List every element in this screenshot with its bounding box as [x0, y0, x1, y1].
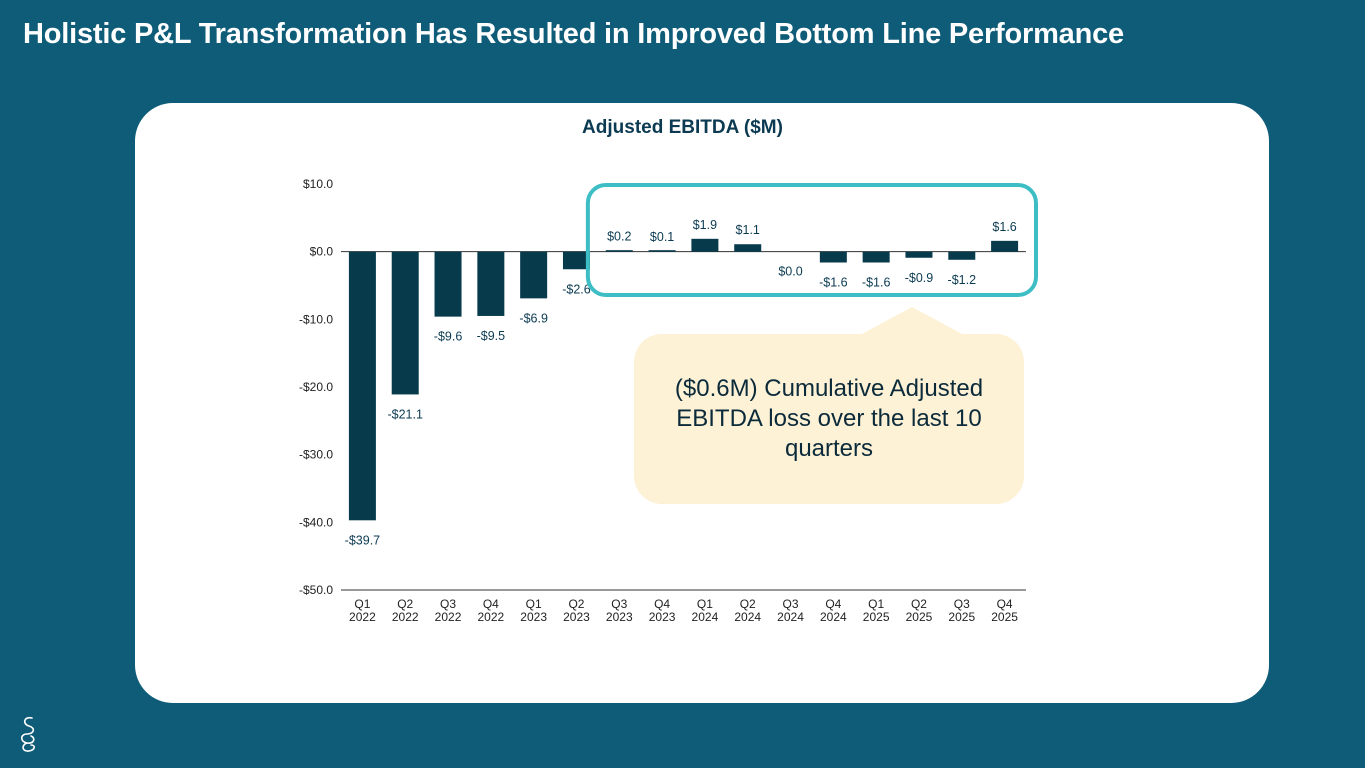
x-tick-quarter: Q2: [911, 597, 927, 611]
x-tick-quarter: Q3: [611, 597, 627, 611]
swirl-logo-icon: [20, 716, 35, 752]
x-tick-quarter: Q2: [568, 597, 584, 611]
callout-box: [634, 334, 1024, 504]
x-tick-year: 2023: [606, 610, 633, 624]
x-tick-year: 2025: [991, 610, 1018, 624]
x-tick-year: 2025: [948, 610, 975, 624]
x-tick-quarter: Q2: [740, 597, 756, 611]
bar: [562, 251, 590, 270]
bar: [520, 251, 548, 299]
x-tick-year: 2023: [649, 610, 676, 624]
data-label: -$0.9: [905, 271, 934, 285]
x-tick-quarter: Q3: [954, 597, 970, 611]
bar: [862, 251, 890, 263]
bar: [648, 250, 676, 252]
data-label: -$9.5: [477, 329, 506, 343]
bar: [691, 238, 719, 252]
data-label: $1.6: [992, 220, 1016, 234]
x-tick-quarter: Q3: [783, 597, 799, 611]
x-tick-year: 2023: [563, 610, 590, 624]
x-tick-quarter: Q4: [654, 597, 670, 611]
data-label: -$1.2: [948, 273, 977, 287]
chart-title: Adjusted EBITDA ($M): [582, 117, 783, 138]
bar-series: [348, 238, 1019, 521]
data-label: -$21.1: [387, 407, 422, 421]
x-tick-quarter: Q1: [354, 597, 370, 611]
y-tick-label: -$30.0: [299, 448, 333, 462]
data-label: -$2.6: [562, 282, 591, 296]
y-tick-label: $0.0: [310, 245, 334, 259]
bar: [819, 251, 847, 263]
x-tick-year: 2023: [520, 610, 547, 624]
x-tick-year: 2024: [692, 610, 719, 624]
x-tick-quarter: Q1: [526, 597, 542, 611]
bar: [734, 244, 762, 252]
data-label: $1.1: [736, 223, 760, 237]
slide-title: Holistic P&L Transformation Has Resulted…: [23, 18, 1124, 50]
y-tick-label: -$40.0: [299, 515, 333, 529]
data-label: -$6.9: [519, 311, 548, 325]
data-label: -$39.7: [345, 533, 380, 547]
x-tick-quarter: Q4: [483, 597, 499, 611]
y-tick-label: $10.0: [303, 177, 333, 191]
data-label: $0.2: [607, 229, 631, 243]
bar: [605, 250, 633, 252]
bar: [477, 251, 505, 316]
x-axis: Q12022Q22022Q32022Q42022Q12023Q22023Q320…: [349, 597, 1018, 624]
data-label: -$1.6: [862, 275, 891, 289]
data-labels: -$39.7 -$21.1 -$9.6 -$9.5 -$6.9 -$2.6 $0.2 $0.1…: [345, 218, 1017, 547]
x-tick-year: 2022: [349, 610, 376, 624]
data-label: $0.1: [650, 230, 674, 244]
x-tick-quarter: Q1: [868, 597, 884, 611]
x-tick-year: 2024: [820, 610, 847, 624]
recent-quarters-highlight: [585, 183, 1038, 297]
bar: [905, 251, 933, 258]
bar: [948, 251, 976, 260]
data-label: -$9.6: [434, 330, 463, 344]
y-tick-label: -$50.0: [299, 583, 333, 597]
x-tick-quarter: Q4: [825, 597, 841, 611]
callout-text: ($0.6M) Cumulative Adjusted EBITDA loss …: [674, 375, 984, 462]
x-tick-year: 2024: [777, 610, 804, 624]
bar: [391, 251, 419, 395]
callout-pointer: [860, 307, 964, 335]
x-tick-year: 2025: [906, 610, 933, 624]
x-tick-year: 2022: [435, 610, 462, 624]
x-tick-year: 2024: [734, 610, 761, 624]
x-tick-quarter: Q3: [440, 597, 456, 611]
x-tick-year: 2025: [863, 610, 890, 624]
bar: [991, 240, 1019, 252]
x-tick-year: 2022: [392, 610, 419, 624]
data-label: -$1.6: [819, 275, 848, 289]
x-tick-year: 2022: [477, 610, 504, 624]
y-tick-label: -$20.0: [299, 380, 333, 394]
data-label: $0.0: [778, 265, 802, 279]
data-label: $1.9: [693, 218, 717, 232]
x-tick-quarter: Q4: [997, 597, 1013, 611]
bar: [348, 251, 376, 521]
x-tick-quarter: Q2: [397, 597, 413, 611]
x-tick-quarter: Q1: [697, 597, 713, 611]
bar: [434, 251, 462, 317]
y-tick-label: -$10.0: [299, 312, 333, 326]
